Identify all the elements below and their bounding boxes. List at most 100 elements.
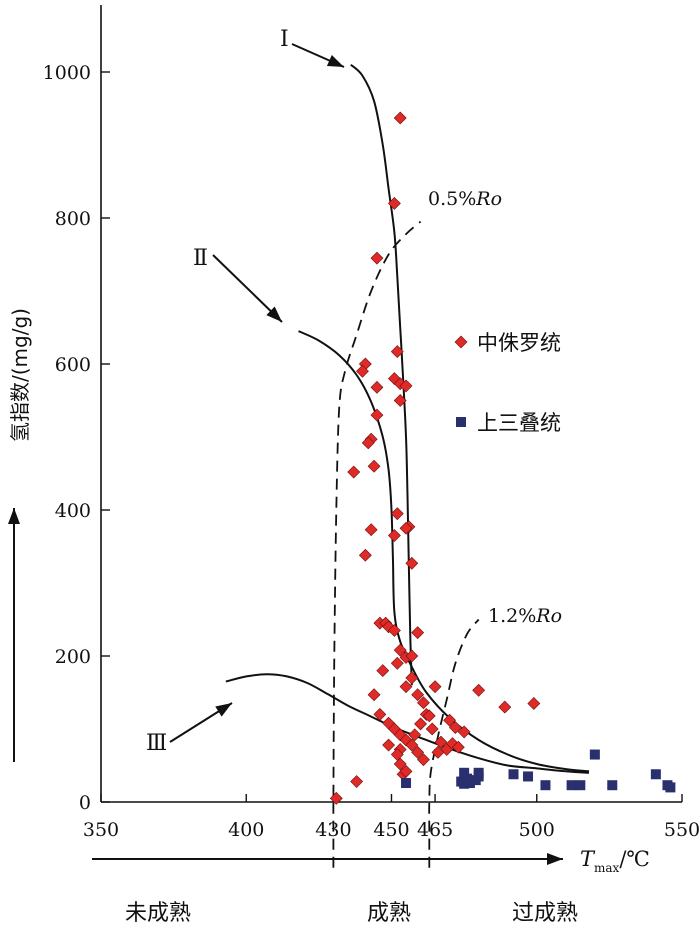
point-diamond <box>498 700 512 714</box>
point-diamond <box>390 345 404 359</box>
point-diamond <box>367 459 381 473</box>
point-diamond <box>399 521 413 535</box>
point-diamond <box>434 735 448 749</box>
point-diamond <box>457 725 471 739</box>
point-diamond <box>370 408 384 422</box>
point-square <box>575 780 586 791</box>
point-square <box>523 771 534 782</box>
curve-Ⅱ <box>298 330 590 773</box>
curve-arrow-head <box>266 306 282 322</box>
y-tick-label: 200 <box>55 646 91 668</box>
isoline-label-ro: Ro <box>535 605 562 627</box>
point-diamond <box>411 626 425 640</box>
point-diamond <box>361 436 375 450</box>
legend-marker <box>454 335 468 349</box>
zone-label: 未成熟 <box>125 901 191 926</box>
point-square <box>459 767 470 778</box>
point-diamond <box>376 664 390 678</box>
x-axis-arrow-head <box>547 853 563 865</box>
point-diamond <box>451 740 465 754</box>
point-diamond <box>425 722 439 736</box>
point-square <box>508 769 519 780</box>
point-diamond <box>329 791 343 805</box>
point-diamond <box>387 529 401 542</box>
isoline-label: 0.5%Ro <box>428 188 502 210</box>
curve-arrow-shaft <box>212 254 283 323</box>
point-diamond <box>390 656 404 670</box>
isoline-label: 1.2%Ro <box>488 605 562 627</box>
point-square <box>665 782 676 793</box>
x-tick-label: 500 <box>519 819 555 841</box>
point-square <box>566 780 577 791</box>
curve-Ⅲ <box>225 673 590 774</box>
point-diamond <box>399 680 413 694</box>
point-diamond <box>399 764 413 778</box>
point-diamond <box>370 251 384 265</box>
curve-arrow-head <box>215 703 232 717</box>
y-tick-label: 600 <box>55 354 91 376</box>
y-tick-label: 0 <box>79 792 91 814</box>
legend-marker <box>456 417 466 427</box>
point-diamond <box>356 364 369 378</box>
point-diamond <box>387 196 401 210</box>
point-diamond <box>393 757 407 771</box>
point-diamond <box>417 696 430 710</box>
point-square <box>473 767 484 778</box>
point-diamond <box>373 707 387 721</box>
point-square <box>464 778 475 789</box>
point-diamond <box>414 717 427 731</box>
curve-arrow-head <box>326 55 344 67</box>
x-axis-label-unit: /℃ <box>619 847 650 871</box>
point-diamond <box>393 643 407 657</box>
point-diamond <box>393 111 407 125</box>
point-square <box>401 778 412 789</box>
legend-label: 上三叠统 <box>477 411 561 435</box>
point-diamond <box>382 738 396 752</box>
point-diamond <box>472 683 486 697</box>
point-diamond <box>405 738 419 752</box>
point-diamond <box>408 728 422 742</box>
y-tick-label: 400 <box>55 500 91 522</box>
isoline-0 <box>332 220 422 868</box>
point-diamond <box>399 379 413 393</box>
point-diamond <box>390 507 404 521</box>
point-square <box>540 780 551 791</box>
point-diamond <box>411 745 425 759</box>
x-axis-label-sub: max <box>594 861 620 875</box>
data-points <box>329 111 676 805</box>
point-square <box>589 749 600 760</box>
point-diamond <box>387 624 401 637</box>
y-tick-label: 800 <box>55 208 91 230</box>
evolution-curves <box>225 63 590 774</box>
point-diamond <box>422 709 436 723</box>
point-diamond <box>364 523 378 537</box>
zone-label: 过成熟 <box>512 901 578 926</box>
y-tick-label: 1000 <box>43 62 91 84</box>
y-axis-label: 氢指数/(mg/g) <box>8 308 32 442</box>
point-diamond <box>527 697 541 710</box>
curve-label: Ⅰ <box>280 27 289 52</box>
point-diamond <box>405 649 419 663</box>
x-axis-label: Tmax/℃ <box>580 847 650 875</box>
y-axis-arrow-head <box>8 508 20 524</box>
x-tick-label: 400 <box>228 819 264 841</box>
point-square <box>607 780 618 791</box>
point-diamond <box>417 753 430 767</box>
x-tick-label: 450 <box>373 819 409 841</box>
point-diamond <box>358 548 372 562</box>
point-square <box>650 769 661 780</box>
point-diamond <box>347 465 361 479</box>
point-diamond <box>390 748 404 761</box>
point-diamond <box>428 680 442 694</box>
curve-Ⅰ <box>350 63 413 686</box>
zone-label: 成熟 <box>367 901 411 926</box>
x-tick-label: 465 <box>417 819 453 841</box>
curve-label: Ⅲ <box>146 731 167 756</box>
point-diamond <box>448 721 462 734</box>
point-diamond <box>431 745 445 759</box>
point-diamond <box>405 556 419 570</box>
maturity-isolines <box>332 220 480 868</box>
point-diamond <box>405 671 419 685</box>
